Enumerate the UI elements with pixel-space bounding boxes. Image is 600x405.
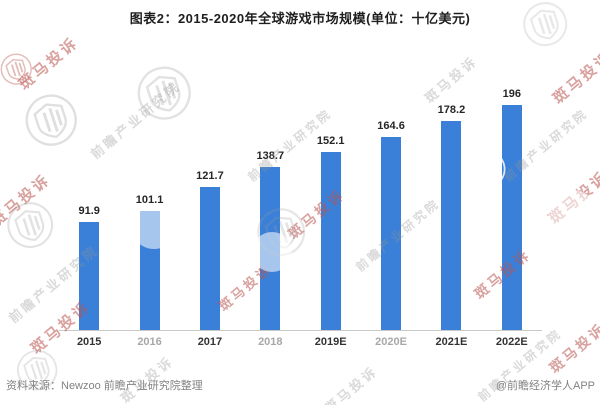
watermark-text: 斑马投诉 (549, 48, 600, 108)
bar (501, 105, 522, 330)
bar (381, 136, 402, 330)
bar-value-label: 152.1 (316, 134, 345, 147)
footer: 资料来源：Newzoo 前瞻产业研究院整理 @前瞻经济学人APP (6, 377, 595, 393)
x-axis-labels: 2015 2016 2017 2018 2019E 2020E 2021E 2022E (59, 336, 542, 348)
bar-group: 196 (482, 88, 542, 330)
source-note: 资料来源：Newzoo 前瞻产业研究院整理 (6, 380, 203, 392)
shield-logo-icon (10, 342, 67, 402)
watermark-text: 斑马投诉 (545, 168, 600, 228)
bar (139, 211, 160, 330)
watermark-text: 斑马投诉 (15, 34, 83, 94)
bar-value-label: 178.2 (437, 103, 466, 116)
bar-value-label: 101.1 (135, 194, 164, 207)
bar-group: 152.1 (301, 88, 361, 330)
bar-group: 121.7 (180, 88, 240, 330)
shield-logo-icon (0, 48, 39, 96)
credit-note: @前瞻经济学人APP (495, 380, 595, 392)
bar (79, 222, 100, 330)
chart-title: 图表2：2015-2020年全球游戏市场规模(单位：十亿美元) (129, 11, 471, 26)
bar-group: 178.2 (421, 88, 481, 330)
x-axis-tick-label: 2020E (375, 336, 407, 348)
bar-value-label: 138.7 (256, 150, 285, 163)
bar-value-label: 164.6 (377, 119, 405, 132)
bar-value-label: 121.7 (196, 170, 224, 183)
x-axis-tick-label: 2021E (435, 336, 468, 348)
watermark-text: 斑马投诉 (546, 319, 600, 376)
white-blob-watermark (548, 190, 598, 240)
bar (199, 187, 220, 330)
bar (260, 167, 281, 330)
bar-group: 91.9 (59, 88, 119, 330)
bar (441, 120, 462, 330)
bar-value-label: 91.9 (78, 205, 100, 218)
x-axis-tick-label: 2015 (76, 336, 102, 348)
bar-group: 138.7 (240, 88, 300, 330)
bar-group: 101.1 (119, 88, 179, 330)
x-axis-tick-label: 2022E (495, 336, 528, 348)
bar-group: 164.6 (361, 88, 421, 330)
bar-value-label: 196 (502, 88, 521, 100)
plot-area: 91.9 101.1 121.7 138.7 152.1 164.6 178.2 196 (59, 88, 542, 331)
x-axis-tick-label: 2017 (197, 336, 223, 348)
x-axis-tick-label: 2019E (314, 336, 347, 348)
shield-logo-icon (0, 194, 63, 262)
bar (320, 151, 341, 330)
x-axis-tick-label: 2018 (258, 336, 283, 348)
watermark-text: 斑马投诉 (0, 171, 55, 231)
x-axis-tick-label: 2016 (137, 336, 162, 348)
